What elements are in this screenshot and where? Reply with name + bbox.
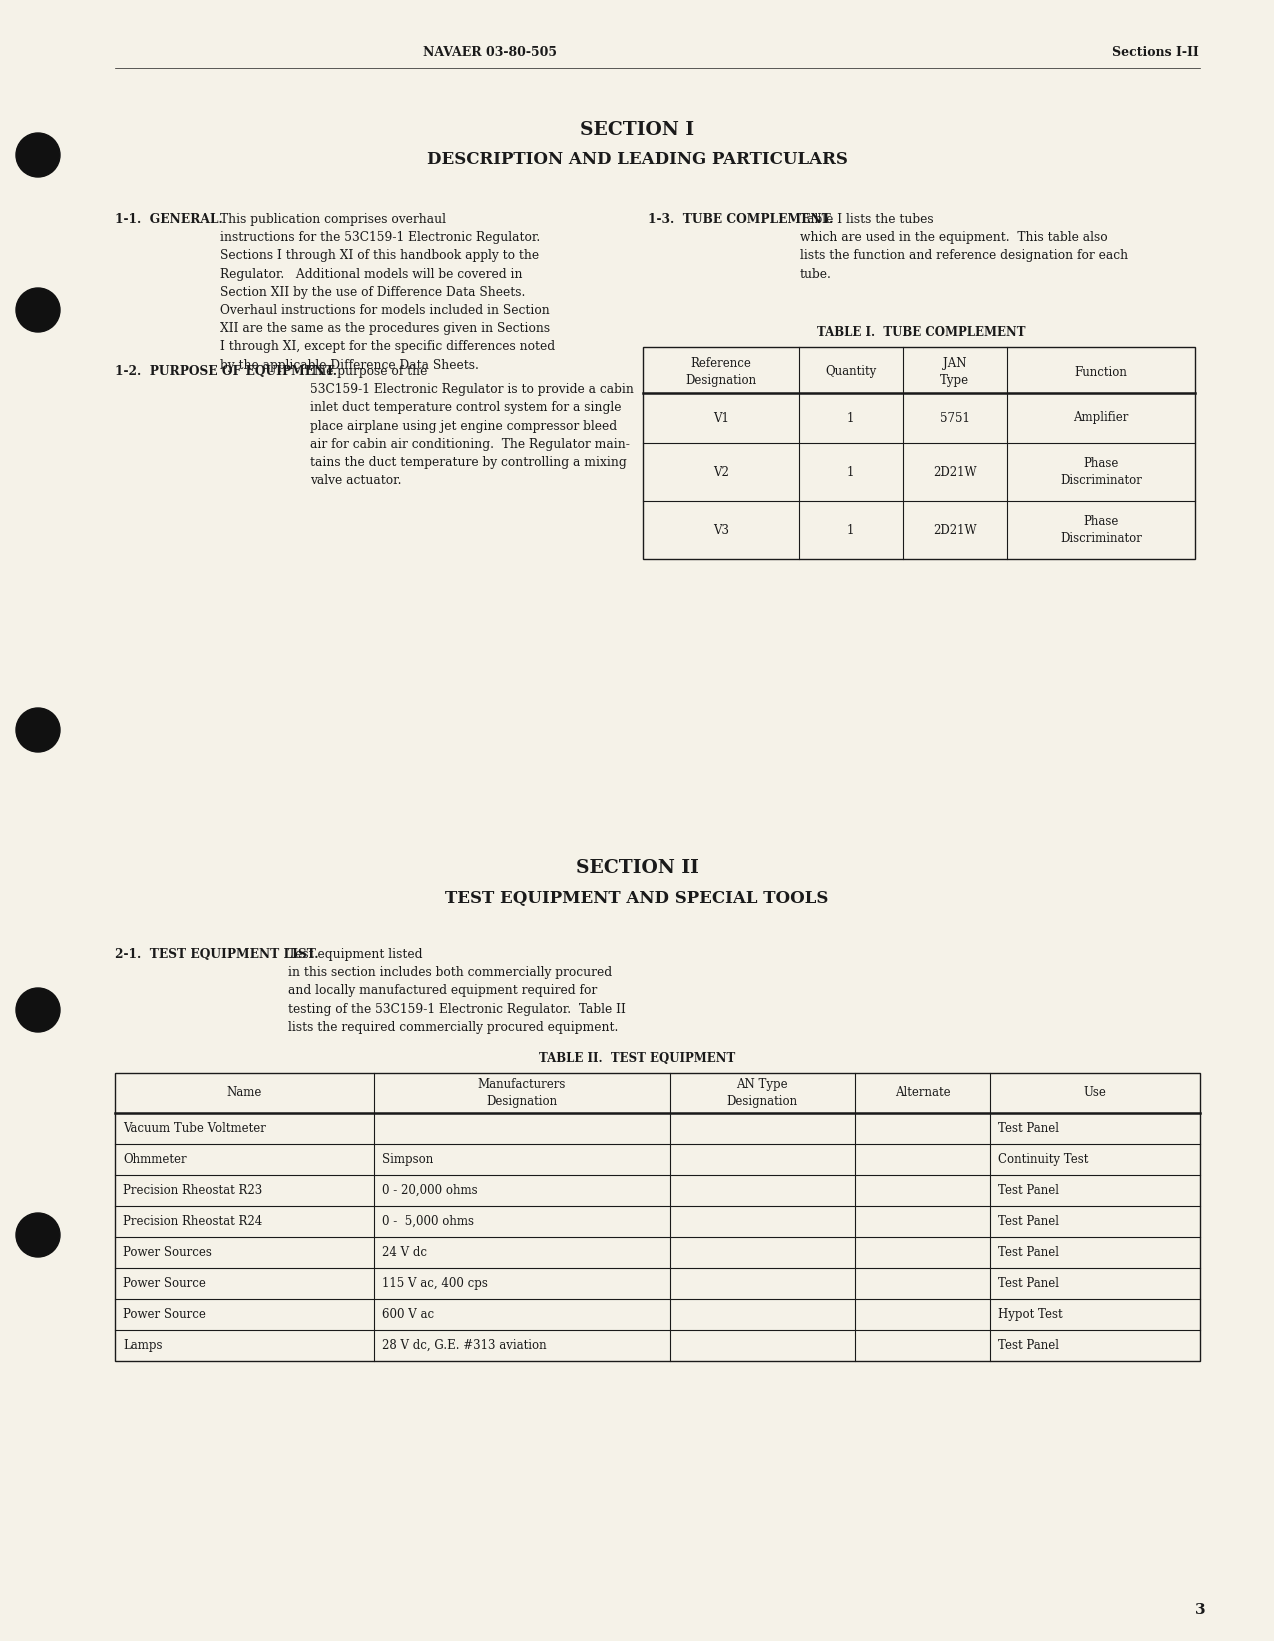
Text: 115 V ac, 400 cps: 115 V ac, 400 cps	[382, 1277, 488, 1290]
Text: 1-3.  TUBE COMPLEMENT.: 1-3. TUBE COMPLEMENT.	[648, 213, 833, 226]
Text: TEST EQUIPMENT AND SPECIAL TOOLS: TEST EQUIPMENT AND SPECIAL TOOLS	[446, 889, 828, 906]
Text: Precision Rheostat R23: Precision Rheostat R23	[124, 1185, 262, 1196]
Text: Test Panel: Test Panel	[999, 1246, 1060, 1259]
Text: Test Panel: Test Panel	[999, 1339, 1060, 1352]
Text: Power Source: Power Source	[124, 1277, 206, 1290]
Text: 1-1.  GENERAL.: 1-1. GENERAL.	[115, 213, 223, 226]
Text: 28 V dc, G.E. #313 aviation: 28 V dc, G.E. #313 aviation	[382, 1339, 547, 1352]
Text: 1: 1	[847, 523, 855, 537]
Text: V1: V1	[713, 412, 729, 425]
Text: 2D21W: 2D21W	[933, 523, 977, 537]
Text: V3: V3	[713, 523, 729, 537]
Text: TABLE I.  TUBE COMPLEMENT: TABLE I. TUBE COMPLEMENT	[817, 325, 1026, 338]
Circle shape	[17, 707, 60, 752]
Text: Table I lists the tubes
which are used in the equipment.  This table also
lists : Table I lists the tubes which are used i…	[800, 213, 1127, 281]
Text: 600 V ac: 600 V ac	[382, 1308, 434, 1321]
Text: V2: V2	[713, 466, 729, 479]
Text: This publication comprises overhaul
instructions for the 53C159-1 Electronic Reg: This publication comprises overhaul inst…	[220, 213, 555, 371]
Text: Test Panel: Test Panel	[999, 1185, 1060, 1196]
Text: 1-2.  PURPOSE OF EQUIPMENT.: 1-2. PURPOSE OF EQUIPMENT.	[115, 364, 338, 377]
Text: DESCRIPTION AND LEADING PARTICULARS: DESCRIPTION AND LEADING PARTICULARS	[427, 151, 847, 169]
Circle shape	[17, 289, 60, 331]
Text: JAN
Type: JAN Type	[940, 358, 970, 387]
Text: Test Panel: Test Panel	[999, 1214, 1060, 1227]
Text: 1: 1	[847, 412, 855, 425]
Text: 2-1.  TEST EQUIPMENT LIST.: 2-1. TEST EQUIPMENT LIST.	[115, 948, 318, 962]
Text: Ohmmeter: Ohmmeter	[124, 1154, 186, 1167]
Text: Reference
Designation: Reference Designation	[685, 358, 757, 387]
Text: Lamps: Lamps	[124, 1339, 163, 1352]
Text: 0 -  5,000 ohms: 0 - 5,000 ohms	[382, 1214, 474, 1227]
Text: Sections I-II: Sections I-II	[1112, 46, 1199, 59]
Text: Continuity Test: Continuity Test	[999, 1154, 1089, 1167]
Text: Function: Function	[1074, 366, 1127, 379]
Circle shape	[17, 988, 60, 1032]
Text: TABLE II.  TEST EQUIPMENT: TABLE II. TEST EQUIPMENT	[539, 1052, 735, 1065]
Text: NAVAER 03-80-505: NAVAER 03-80-505	[423, 46, 557, 59]
Text: Vacuum Tube Voltmeter: Vacuum Tube Voltmeter	[124, 1122, 266, 1136]
Text: Quantity: Quantity	[826, 366, 877, 379]
Text: SECTION II: SECTION II	[576, 858, 698, 876]
Text: Test equipment listed
in this section includes both commercially procured
and lo: Test equipment listed in this section in…	[288, 948, 626, 1034]
Text: Name: Name	[227, 1086, 262, 1099]
Text: Use: Use	[1084, 1086, 1107, 1099]
Text: The purpose of the
53C159-1 Electronic Regulator is to provide a cabin
inlet duc: The purpose of the 53C159-1 Electronic R…	[310, 364, 634, 487]
Bar	[115, 1073, 1200, 1360]
Text: Hypot Test: Hypot Test	[999, 1308, 1063, 1321]
Text: 1: 1	[847, 466, 855, 479]
Text: 24 V dc: 24 V dc	[382, 1246, 427, 1259]
Text: Test Panel: Test Panel	[999, 1122, 1060, 1136]
Text: Amplifier: Amplifier	[1073, 412, 1129, 425]
Text: Manufacturers
Designation: Manufacturers Designation	[478, 1078, 566, 1108]
Text: Alternate: Alternate	[894, 1086, 950, 1099]
Text: Phase
Discriminator: Phase Discriminator	[1060, 515, 1142, 545]
Text: Phase
Discriminator: Phase Discriminator	[1060, 456, 1142, 487]
Circle shape	[17, 133, 60, 177]
Text: 2D21W: 2D21W	[933, 466, 977, 479]
Text: Power Source: Power Source	[124, 1308, 206, 1321]
Circle shape	[17, 1213, 60, 1257]
Text: SECTION I: SECTION I	[580, 121, 694, 139]
Bar	[643, 346, 1195, 560]
Text: Simpson: Simpson	[382, 1154, 433, 1167]
Text: Precision Rheostat R24: Precision Rheostat R24	[124, 1214, 262, 1227]
Text: Test Panel: Test Panel	[999, 1277, 1060, 1290]
Text: 3: 3	[1195, 1603, 1205, 1616]
Text: 5751: 5751	[940, 412, 970, 425]
Text: AN Type
Designation: AN Type Designation	[726, 1078, 798, 1108]
Text: 0 - 20,000 ohms: 0 - 20,000 ohms	[382, 1185, 478, 1196]
Text: Power Sources: Power Sources	[124, 1246, 211, 1259]
